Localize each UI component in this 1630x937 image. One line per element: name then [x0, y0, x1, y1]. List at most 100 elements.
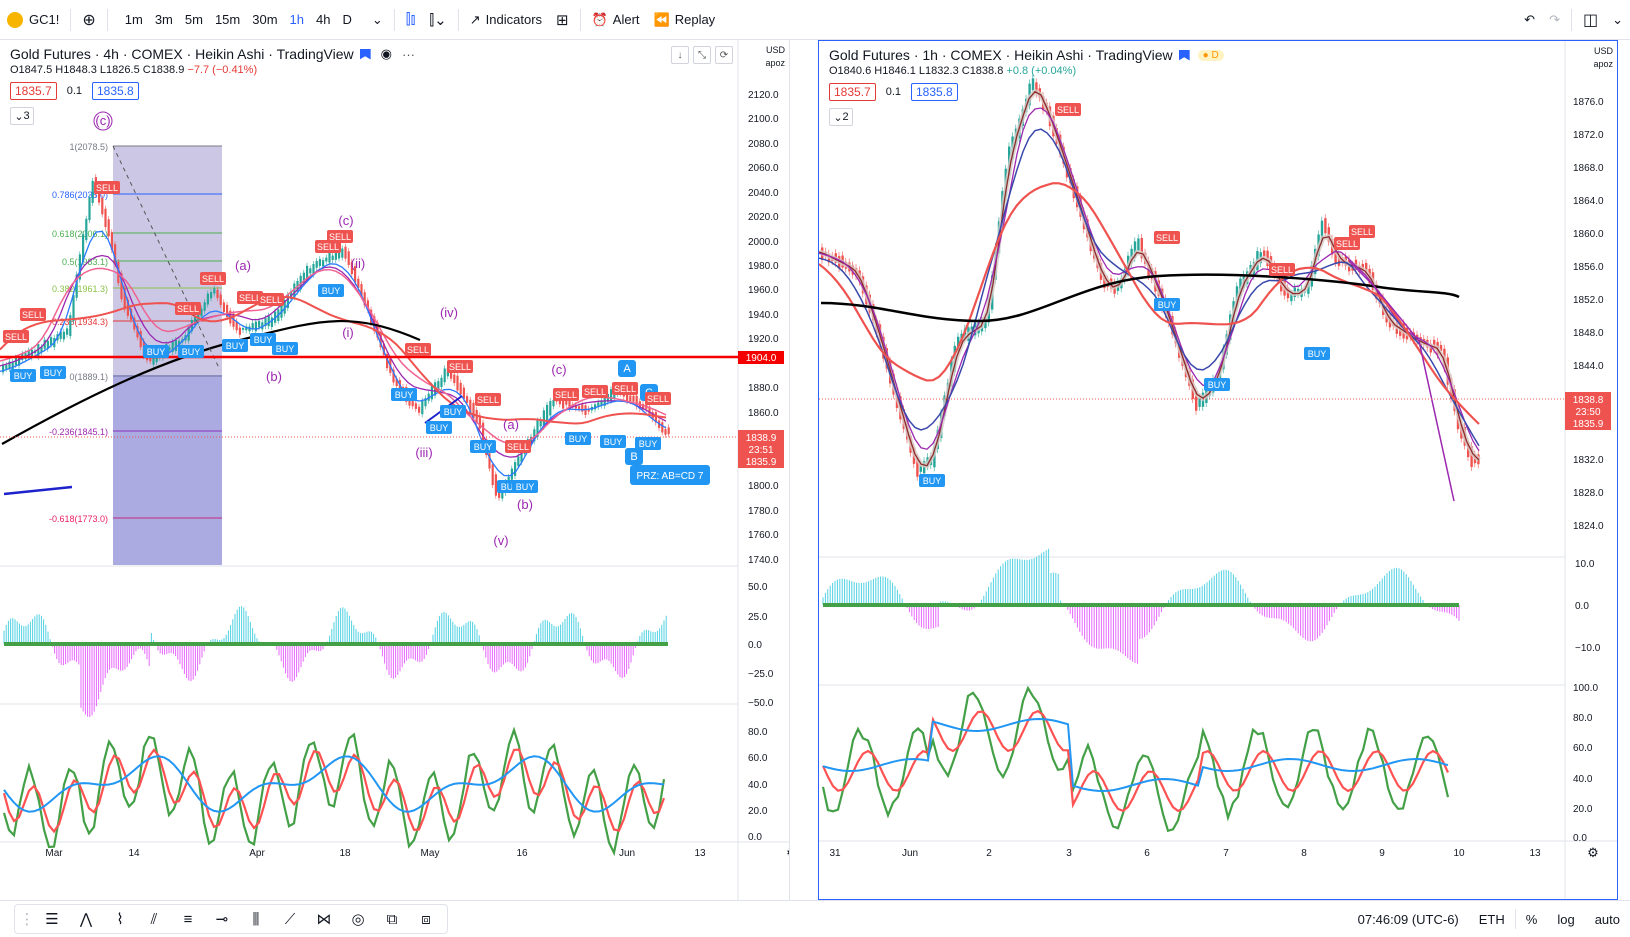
- candle-body: [919, 465, 922, 472]
- candle-body: [238, 327, 241, 335]
- flag-icon[interactable]: [359, 48, 371, 60]
- candle-body: [309, 268, 312, 274]
- bid-button[interactable]: 1835.7: [829, 83, 876, 101]
- redo-button[interactable]: ↷: [1542, 0, 1567, 40]
- auto-toggle[interactable]: auto: [1594, 911, 1620, 927]
- elliott-wave-icon[interactable]: ⌇: [116, 911, 124, 928]
- indicators-collapse-button[interactable]: ⌄ 2: [829, 108, 853, 126]
- fib-circle-icon[interactable]: ◎: [351, 911, 365, 928]
- time-axis-label: Apr: [249, 848, 265, 859]
- price-tick-label: 1940.0: [748, 310, 779, 321]
- ask-button[interactable]: 1835.8: [911, 83, 958, 101]
- sell-signal-tag-bg: [645, 392, 671, 405]
- candle-body: [469, 399, 472, 413]
- candle-body: [581, 404, 584, 412]
- long-position-icon[interactable]: ⧉: [386, 910, 398, 928]
- sell-signal-tag-bg: [327, 230, 353, 243]
- short-position-icon[interactable]: ⧈: [421, 910, 431, 928]
- ohlc-close: C1838.8: [961, 65, 1004, 77]
- timeframe-3m[interactable]: 3m: [154, 12, 173, 27]
- candle-body: [258, 320, 261, 328]
- chart-canvas-right[interactable]: 1876.0 1872.0 1868.0 1864.0 1860.0 1856.0 1852…: [819, 41, 1617, 899]
- candle-body: [344, 246, 347, 259]
- ask-button[interactable]: 1835.8: [92, 82, 139, 100]
- timeframe-30m[interactable]: 30m: [252, 12, 278, 27]
- scroll-down-button[interactable]: ↓: [671, 46, 689, 64]
- price-tick-label: 1780.0: [748, 506, 779, 517]
- candle-body: [514, 462, 517, 476]
- trend-line-icon[interactable]: ⟋: [284, 910, 296, 928]
- indicator-count: 3: [23, 110, 30, 122]
- buy-signal-tag-bg: [635, 437, 661, 450]
- time-axis-label: Jun: [619, 848, 635, 859]
- price-axis-header-left[interactable]: USD apoz: [765, 44, 785, 70]
- candle-body: [530, 436, 533, 445]
- candle-body: [302, 272, 305, 283]
- session-badge: ● D: [1197, 49, 1224, 61]
- timeframe-1h[interactable]: 1h: [289, 12, 304, 27]
- indicators-button[interactable]: ↗ Indicators: [463, 0, 549, 40]
- horizontal-ray-icon[interactable]: ⊸: [215, 911, 229, 928]
- replay-button[interactable]: ⏪ Replay: [647, 0, 723, 40]
- price-tick-label: 1860.0: [1573, 229, 1604, 240]
- symbol-search[interactable]: GC1!: [0, 0, 66, 40]
- layout-dropdown[interactable]: ⌄: [1605, 0, 1630, 40]
- timeframe-5m[interactable]: 5m: [184, 12, 203, 27]
- chart-canvas-left[interactable]: 2120.0 2100.0 2080.0 2060.0 2040.0 2020.0 2000…: [0, 40, 790, 900]
- abc-pattern-icon[interactable]: ⋀: [79, 911, 93, 928]
- templates-button[interactable]: ⊞: [549, 0, 576, 40]
- trend-channel-icon[interactable]: ⫽: [150, 910, 158, 928]
- session-toggle[interactable]: ETH: [1478, 911, 1505, 927]
- ma-tan-band: [819, 88, 1481, 469]
- osc-tick-label: 0.0: [748, 640, 762, 651]
- layout-button[interactable]: ◫: [1576, 0, 1605, 40]
- timeframe-D[interactable]: D: [342, 12, 352, 27]
- timeframe-dropdown[interactable]: ⌄: [365, 0, 390, 40]
- chart-pane-left[interactable]: 2120.0 2100.0 2080.0 2060.0 2040.0 2020.0 2000…: [0, 40, 790, 900]
- more-dots-icon[interactable]: ···: [402, 46, 415, 62]
- log-toggle[interactable]: log: [1557, 911, 1575, 927]
- xabcd-pattern-icon[interactable]: ⋈: [316, 911, 332, 928]
- compare-button[interactable]: ⊕: [75, 0, 102, 40]
- candle-body: [62, 331, 65, 340]
- percent-toggle[interactable]: %: [1525, 911, 1538, 927]
- grip-icon[interactable]: ⋮: [19, 911, 35, 928]
- eye-icon[interactable]: ◉: [380, 46, 392, 61]
- bid-button[interactable]: 1835.7: [10, 82, 57, 100]
- bars-pattern-icon[interactable]: ⫼: [252, 910, 260, 928]
- flag-icon[interactable]: [1178, 49, 1190, 61]
- text-menu-icon[interactable]: ☰: [45, 911, 59, 928]
- collapse-pane-button[interactable]: ⤡: [693, 46, 711, 64]
- buy-signal-tag: BUY: [604, 437, 623, 447]
- timeframe-1m[interactable]: 1m: [124, 12, 143, 27]
- osc-tick-label: 80.0: [1573, 713, 1593, 724]
- bar-style-button[interactable]: ⫿⫾: [399, 0, 423, 40]
- chart-type-button[interactable]: ⫿⌄: [422, 0, 453, 40]
- buy-signal-tag-bg: [272, 342, 298, 355]
- candle-body: [245, 326, 248, 331]
- ohlc-open: O1847.5: [10, 64, 53, 76]
- candle-body: [1133, 241, 1137, 258]
- alert-button[interactable]: ⏰ Alert: [585, 0, 647, 40]
- candle-body: [286, 294, 289, 309]
- candle-body: [43, 339, 46, 349]
- candle-body: [299, 275, 302, 290]
- undo-button[interactable]: ↶: [1517, 0, 1542, 40]
- pattern-point-bg: [625, 448, 643, 465]
- price-axis-header-right[interactable]: USD apoz: [1593, 45, 1613, 71]
- clock-readout[interactable]: 07:46:09 (UTC-6): [1357, 911, 1459, 927]
- buy-signal-tag: BUY: [501, 482, 520, 492]
- candle-body: [322, 260, 325, 267]
- fib-retracement-icon[interactable]: ≡: [183, 910, 193, 928]
- pane-controls-left: ↓ ⤡ ⟳: [667, 46, 733, 64]
- price-tick-label: 2040.0: [748, 188, 779, 199]
- candle-body: [392, 369, 395, 383]
- timeframe-15m[interactable]: 15m: [214, 12, 241, 27]
- timeframe-4h[interactable]: 4h: [316, 12, 331, 27]
- candle-body: [597, 402, 600, 408]
- indicators-collapse-button[interactable]: ⌄ 3: [10, 107, 34, 125]
- buy-signal-tag: BUY: [147, 347, 166, 357]
- chart-pane-right[interactable]: 1876.0 1872.0 1868.0 1864.0 1860.0 1856.0 1852…: [818, 40, 1618, 900]
- refresh-button[interactable]: ⟳: [715, 46, 733, 64]
- buy-signal-tag-bg: [318, 284, 344, 297]
